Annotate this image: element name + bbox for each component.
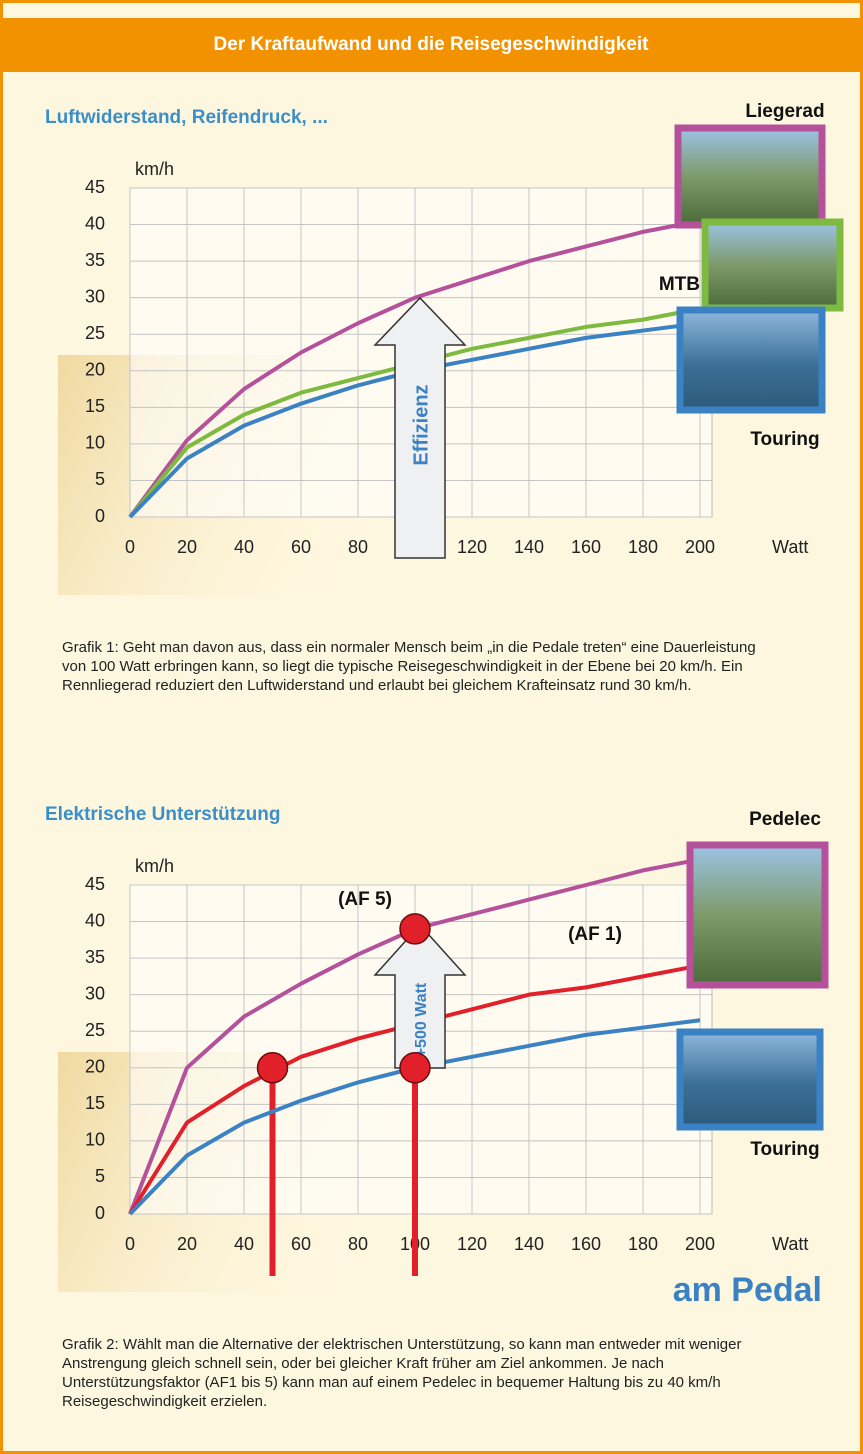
y-tick-label: 30 [85,983,105,1003]
y-tick-label: 45 [85,177,105,197]
photo [680,310,822,410]
x-tick-label: 80 [348,537,368,557]
series-label: Liegerad [745,101,824,122]
y-tick-label: 40 [85,910,105,930]
x-tick-label: 0 [125,537,135,557]
photo [690,845,825,985]
marker [400,914,430,944]
y-tick-label: 40 [85,213,105,233]
photo [678,128,822,225]
x-tick-label: 40 [234,537,254,557]
x-tick-label: 140 [514,537,544,557]
x-tick-label: 40 [234,1234,254,1254]
x-tick-label: 20 [177,537,197,557]
y-tick-label: 10 [85,1130,105,1150]
y-tick-label: 15 [85,396,105,416]
x-tick-label: 180 [628,537,658,557]
x-tick-label: 200 [685,537,715,557]
chart-title: Elektrische Unterstützung [45,804,280,825]
y-tick-label: 5 [95,1166,105,1186]
y-tick-label: 15 [85,1093,105,1113]
annotation: +500 Watt [413,982,430,1057]
y-tick-label: 0 [95,506,105,526]
annotation: am Pedal [673,1271,822,1309]
y-axis-label: km/h [135,856,174,876]
y-tick-label: 35 [85,947,105,967]
marker [400,1053,430,1083]
chart-title: Luftwiderstand, Reifendruck, ... [45,107,328,128]
photo [680,1032,820,1127]
y-tick-label: 25 [85,1020,105,1040]
photo [705,222,840,308]
y-tick-label: 20 [85,360,105,380]
x-tick-label: 120 [457,1234,487,1254]
y-tick-label: 35 [85,250,105,270]
x-axis-label: Watt [772,537,808,557]
x-tick-label: 80 [348,1234,368,1254]
marker [258,1053,288,1083]
x-tick-label: 180 [628,1234,658,1254]
y-tick-label: 25 [85,323,105,343]
x-tick-label: 160 [571,537,601,557]
annotation: Effizienz [410,384,432,465]
y-tick-label: 5 [95,469,105,489]
x-tick-label: 0 [125,1234,135,1254]
annotation: (AF 5) [338,889,392,910]
x-tick-label: 60 [291,1234,311,1254]
x-tick-label: 160 [571,1234,601,1254]
caption: Grafik 2: Wählt man die Alternative der … [62,1335,762,1411]
y-tick-label: 45 [85,874,105,894]
y-tick-label: 10 [85,433,105,453]
y-tick-label: 0 [95,1203,105,1223]
y-tick-label: 20 [85,1057,105,1077]
caption: Grafik 1: Geht man davon aus, dass ein n… [62,638,762,695]
x-tick-label: 140 [514,1234,544,1254]
y-tick-label: 30 [85,286,105,306]
series-label: Pedelec [749,809,821,830]
x-tick-label: 20 [177,1234,197,1254]
chart: Der Kraftaufwand und die Reisegeschwindi… [0,0,863,1454]
series-label: Touring [750,429,819,450]
x-tick-label: 60 [291,537,311,557]
x-axis-label: Watt [772,1234,808,1254]
series-label: MTB [659,274,700,295]
y-axis-label: km/h [135,159,174,179]
x-tick-label: 200 [685,1234,715,1254]
page: {"header":{"title":"Der Kraftaufwand und… [0,0,863,1454]
header-title: Der Kraftaufwand und die Reisegeschwindi… [214,34,650,55]
x-tick-label: 120 [457,537,487,557]
series-label: (AF 1) [568,924,622,945]
series-label: Touring [750,1139,819,1160]
